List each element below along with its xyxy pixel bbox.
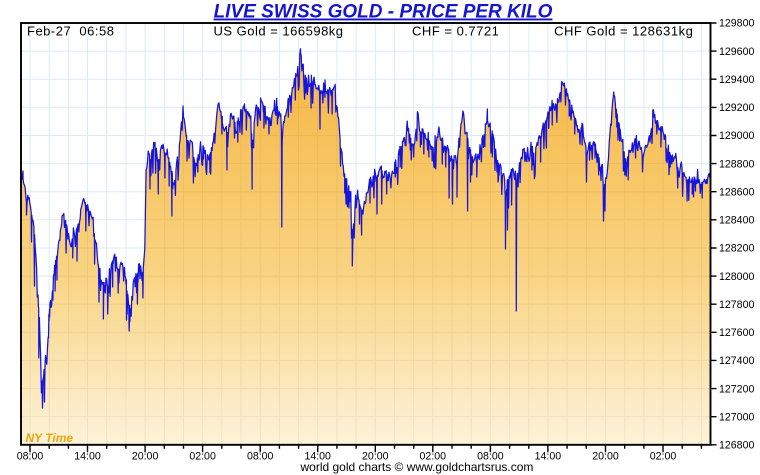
svg-text:02:00: 02:00 [650,451,677,463]
svg-text:20:00: 20:00 [592,451,619,463]
svg-text:127800: 127800 [719,299,754,311]
svg-text:20:00: 20:00 [362,451,389,463]
svg-text:128000: 128000 [719,271,754,283]
svg-text:world gold charts © www.goldch: world gold charts © www.goldchartsrus.co… [300,460,534,474]
svg-text:08:00: 08:00 [477,451,504,463]
svg-text:129800: 129800 [719,18,754,30]
svg-text:128200: 128200 [719,243,754,255]
svg-text:14:00: 14:00 [304,451,331,463]
svg-text:08:00: 08:00 [247,451,274,463]
svg-text:129600: 129600 [719,46,754,58]
svg-text:129400: 129400 [719,74,754,86]
svg-text:127600: 127600 [719,327,754,339]
svg-text:129000: 129000 [719,130,754,142]
svg-text:128600: 128600 [719,186,754,198]
svg-text:08:00: 08:00 [17,451,44,463]
svg-text:129200: 129200 [719,102,754,114]
svg-text:02:00: 02:00 [420,451,447,463]
svg-text:CHF = 0.7721: CHF = 0.7721 [412,24,499,39]
svg-text:Feb-27 06:58: Feb-27 06:58 [27,24,114,39]
svg-text:NY Time: NY Time [26,431,74,445]
svg-text:128400: 128400 [719,215,754,227]
svg-text:LIVE SWISS GOLD - PRICE PER KI: LIVE SWISS GOLD - PRICE PER KILO [214,2,553,23]
svg-text:127000: 127000 [719,411,754,423]
svg-text:14:00: 14:00 [74,451,101,463]
svg-text:126800: 126800 [719,440,754,452]
svg-text:14:00: 14:00 [535,451,562,463]
svg-text:02:00: 02:00 [189,451,216,463]
svg-text:US Gold = 166598kg: US Gold = 166598kg [213,24,343,39]
svg-text:CHF Gold = 128631kg: CHF Gold = 128631kg [554,24,693,39]
svg-text:127200: 127200 [719,383,754,395]
svg-text:20:00: 20:00 [132,451,159,463]
svg-text:127400: 127400 [719,355,754,367]
svg-text:128800: 128800 [719,158,754,170]
